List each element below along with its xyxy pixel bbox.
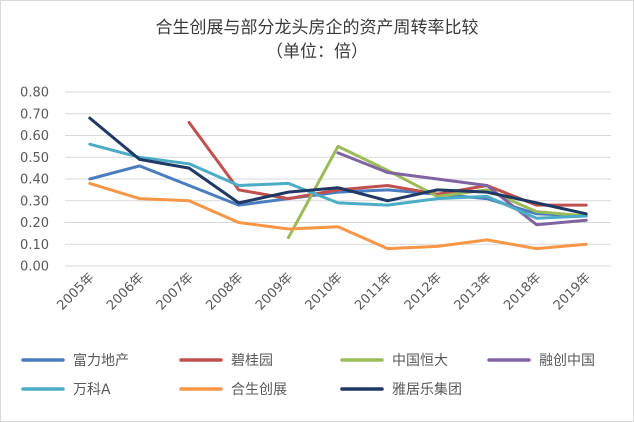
y-tick-label: 0.00 bbox=[20, 260, 49, 275]
x-tick-label: 2018年 bbox=[501, 270, 544, 313]
x-tick-label: 2012年 bbox=[402, 270, 445, 313]
series-line-6 bbox=[88, 116, 588, 216]
legend-label: 万科A bbox=[73, 382, 111, 398]
gridlines bbox=[65, 91, 611, 267]
legend-label: 中国恒大 bbox=[392, 353, 448, 369]
x-tick-label: 2019年 bbox=[551, 270, 594, 313]
x-tick-label: 2008年 bbox=[203, 270, 246, 313]
x-tick-label: 2011年 bbox=[352, 270, 395, 313]
y-axis-ticks: 0.00 0.10 0.20 0.30 0.40 0.50 0.60 0.70 0.80 bbox=[20, 86, 49, 275]
legend-label: 富力地产 bbox=[73, 352, 129, 369]
legend-label: 雅居乐集团 bbox=[392, 381, 462, 398]
legend-label: 碧桂园 bbox=[231, 353, 273, 369]
x-tick-label: 2009年 bbox=[253, 270, 296, 313]
y-tick-label: 0.60 bbox=[20, 129, 49, 144]
x-tick-label: 2010年 bbox=[303, 270, 346, 313]
y-tick-label: 0.30 bbox=[20, 194, 49, 209]
y-tick-label: 0.20 bbox=[20, 216, 49, 231]
legend-label: 融创中国 bbox=[539, 353, 595, 369]
series-line-1 bbox=[187, 121, 588, 207]
series-line-5 bbox=[88, 181, 588, 251]
series-line-4 bbox=[88, 142, 588, 220]
chart-subtitle: （单位：倍） bbox=[266, 42, 368, 62]
series-lines bbox=[88, 116, 588, 251]
chart-title: 合生创展与部分龙头房企的资产周转率比较 bbox=[156, 18, 479, 38]
y-tick-label: 0.10 bbox=[20, 238, 49, 253]
x-tick-label: 2007年 bbox=[154, 270, 197, 313]
y-tick-label: 0.50 bbox=[20, 151, 49, 166]
x-tick-label: 2013年 bbox=[452, 270, 495, 313]
y-tick-label: 0.40 bbox=[20, 173, 49, 188]
legend-label: 合生创展 bbox=[231, 382, 287, 398]
series-line-3 bbox=[336, 151, 588, 227]
x-tick-label: 2005年 bbox=[54, 270, 97, 313]
y-tick-label: 0.70 bbox=[20, 107, 49, 122]
x-tick-label: 2006年 bbox=[104, 270, 147, 313]
series-line-2 bbox=[286, 144, 588, 240]
y-tick-label: 0.80 bbox=[20, 86, 49, 101]
x-axis-ticks: 2005年 2006年 2007年 2008年 2009年 2010年 2011年 2012年… bbox=[54, 270, 594, 313]
